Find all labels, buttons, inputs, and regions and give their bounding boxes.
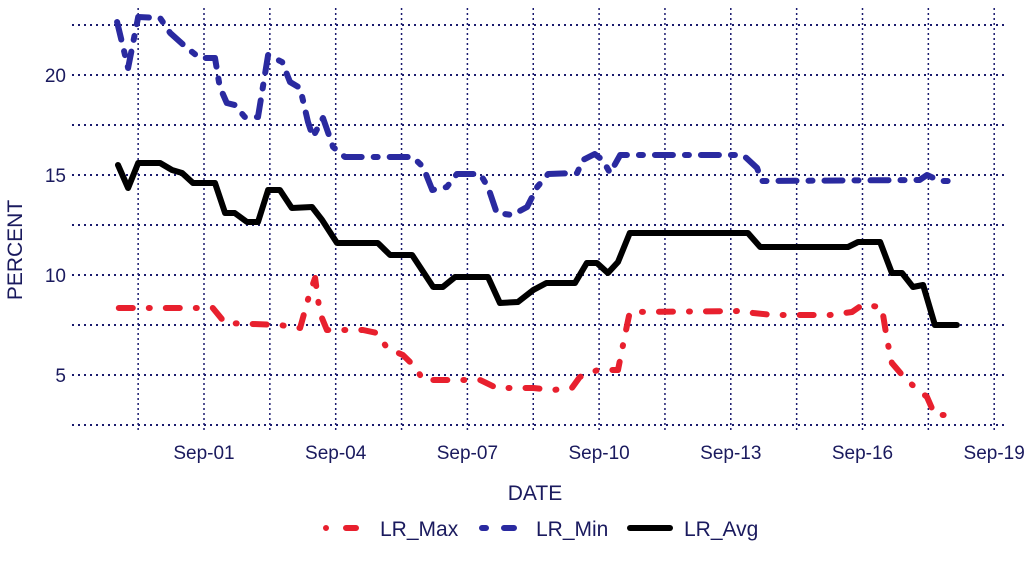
y-tick-label: 20 <box>45 66 66 87</box>
series-line-lr-avg <box>115 160 960 328</box>
legend: LR_Max LR_Min LR_Avg <box>323 518 758 541</box>
legend-label: LR_Max <box>380 518 459 541</box>
x-tick-label: Sep-10 <box>568 443 629 464</box>
x-axis-ticks: Sep-01 Sep-04 Sep-07 Sep-10 Sep-13 Sep-16 Sep-… <box>173 443 1024 464</box>
grid <box>72 8 1008 432</box>
y-tick-label: 15 <box>45 166 66 187</box>
y-tick-label: 10 <box>45 266 66 287</box>
y-axis-label: PERCENT <box>4 200 27 301</box>
series-line-lr-min <box>114 14 960 218</box>
series-line-lr-max <box>115 275 954 418</box>
x-tick-label: Sep-07 <box>437 443 498 464</box>
legend-label: LR_Avg <box>684 518 758 541</box>
x-tick-label: Sep-19 <box>964 443 1024 464</box>
series-lines <box>114 14 960 418</box>
x-tick-label: Sep-16 <box>832 443 893 464</box>
y-axis-ticks: 5 10 15 20 <box>45 66 66 387</box>
legend-label: LR_Min <box>536 518 608 541</box>
x-tick-label: Sep-13 <box>700 443 761 464</box>
y-tick-label: 5 <box>55 366 66 387</box>
x-axis-label: DATE <box>508 482 562 505</box>
x-tick-label: Sep-01 <box>173 443 234 464</box>
x-tick-label: Sep-04 <box>305 443 367 464</box>
